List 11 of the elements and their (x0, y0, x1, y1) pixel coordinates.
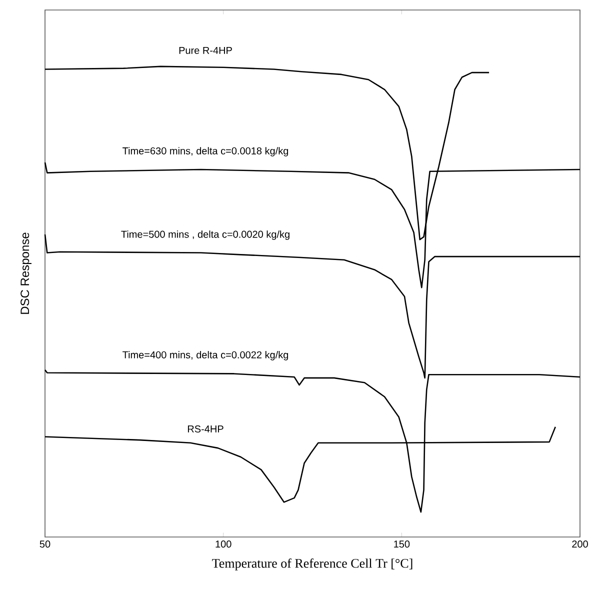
y-axis-title: DSC Response (20, 232, 32, 314)
x-tick-label: 50 (40, 540, 50, 548)
x-tick-label: 100 (216, 540, 232, 548)
series-label: RS-4HP (188, 425, 224, 432)
series-label: Time=400 mins, delta c=0.0022 kg/kg (122, 351, 288, 360)
x-tick-label: 200 (572, 540, 588, 548)
series-label: Time=500 mins , delta c=0.0020 kg/kg (121, 230, 290, 240)
x-tick-label: 150 (394, 540, 410, 548)
x-axis-title: Temperature of Reference Cell Tr [°C] (212, 558, 412, 570)
series-label: Time=630 mins, delta c=0.0018 kg/kg (122, 147, 288, 156)
series-label: Pure R-4HP (179, 46, 232, 54)
